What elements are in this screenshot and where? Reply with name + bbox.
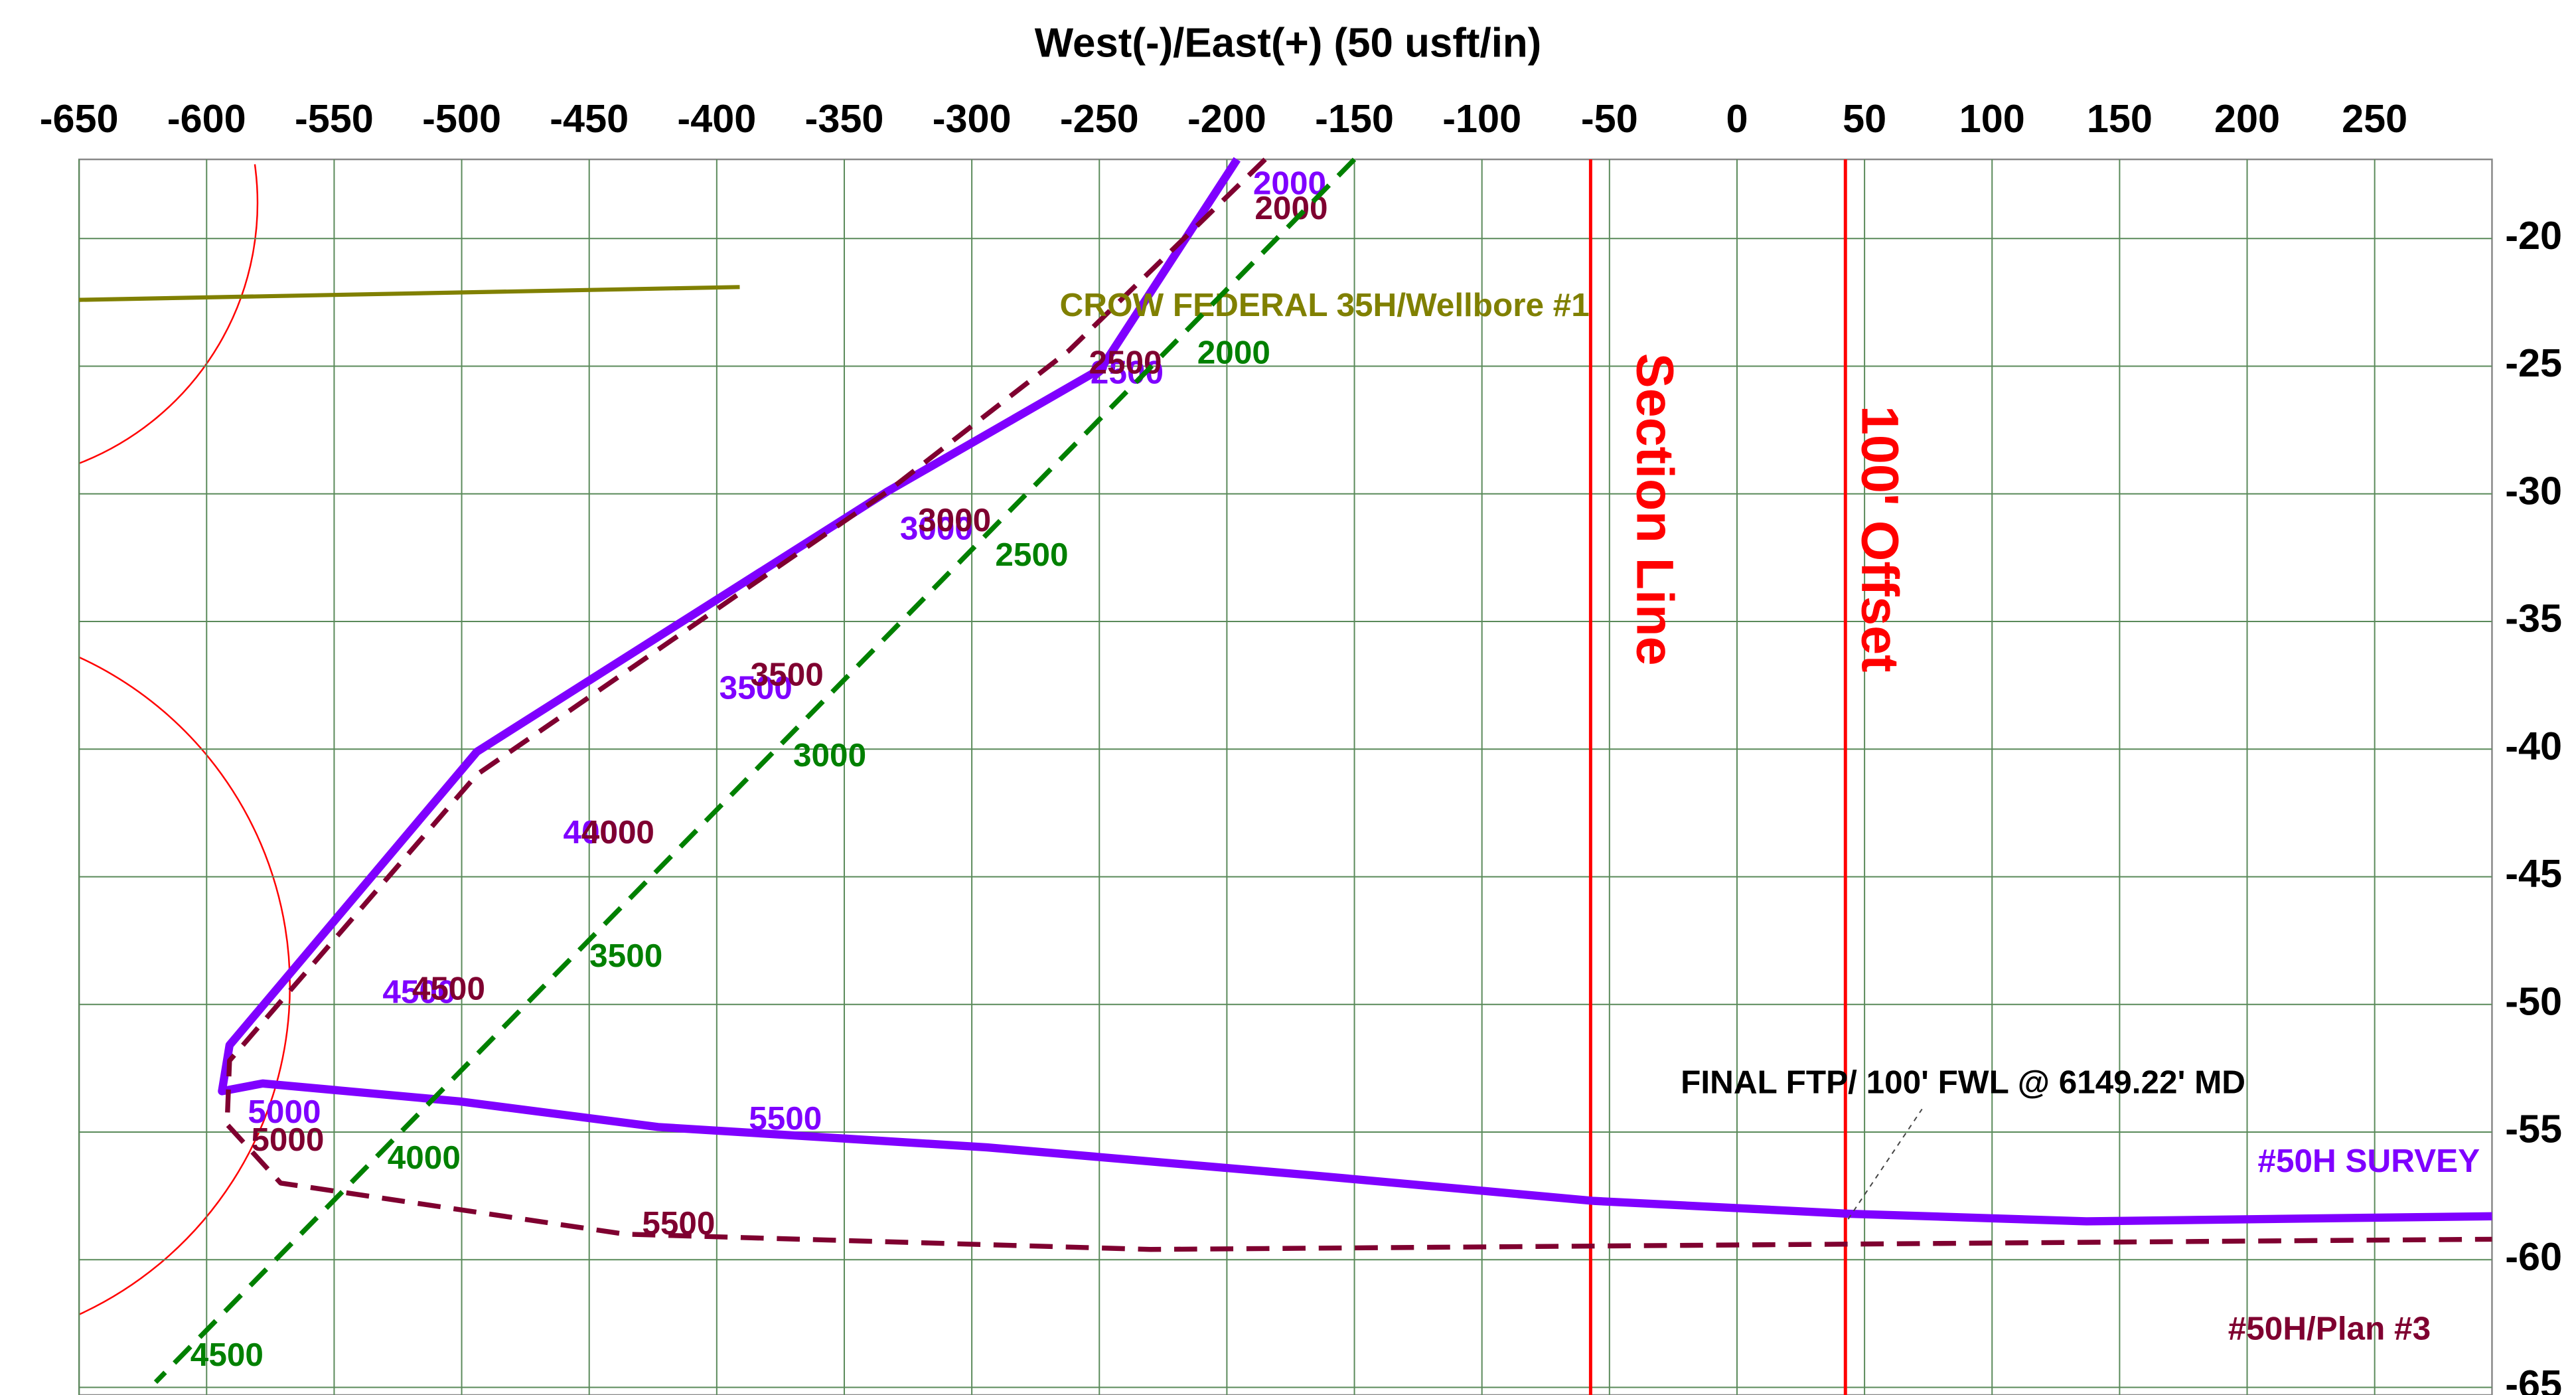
md-label: 4000 [581,814,654,851]
y-tick-label: -45 [2505,851,2562,896]
axis-title: West(-)/East(+) (50 usft/in) [1035,21,1542,66]
x-tick-label: -50 [1581,96,1638,141]
series-line [224,157,2492,1252]
md-label: 4000 [388,1139,461,1176]
md-label: 2500 [995,536,1068,573]
x-tick-label: -400 [677,96,756,141]
md-label: 3000 [793,737,866,774]
x-tick-label: -650 [40,96,119,141]
y-tick-label: -25 [2505,341,2562,385]
x-tick-label: 0 [1726,96,1748,141]
x-tick-label: 150 [2087,96,2153,141]
leader-line [1847,1108,1923,1220]
x-tick-label: 250 [2342,96,2407,141]
annotation: FINAL FTP/ 100' FWL @ 6149.22' MD [1681,1064,2245,1100]
x-tick-label: 200 [2214,96,2280,141]
md-label: 3000 [918,502,991,538]
md-label: 3500 [720,669,793,706]
series-label: #50H/Plan #3 [2228,1311,2431,1347]
md-label: 3500 [751,657,824,693]
x-tick-label: -600 [167,96,246,141]
md-label: 3000 [900,510,973,546]
x-tick-label: -150 [1315,96,1394,141]
reference-label: 100' Offset [1851,406,1910,673]
md-label: 2500 [1091,354,1164,390]
md-label: 4500 [382,973,455,1010]
y-tick-label: -55 [2505,1107,2562,1151]
md-label: 5000 [251,1121,324,1158]
md-label: 3500 [589,938,662,974]
radius-circle [78,656,291,1315]
series-line [79,285,740,302]
series-line [153,157,1357,1384]
md-label: 2500 [1089,344,1162,380]
md-label: 2000 [1197,335,1270,371]
y-tick-label: -40 [2505,724,2562,768]
y-tick-label: -65 [2505,1362,2562,1395]
x-tick-label: -350 [805,96,884,141]
md-label: 5500 [749,1100,822,1137]
series-label: CROW FEDERAL 35H/Wellbore #1 [1060,287,1590,323]
md-label: 5000 [248,1094,321,1130]
md-label: 4500 [412,970,485,1007]
y-tick-label: -60 [2505,1234,2562,1279]
x-tick-label: -200 [1187,96,1266,141]
x-tick-label: 50 [1843,96,1886,141]
x-tick-label: -500 [422,96,501,141]
x-tick-label: -450 [550,96,629,141]
series-label: #50H SURVEY [2258,1143,2480,1179]
radius-circle [78,164,259,465]
x-tick-label: -550 [295,96,374,141]
x-tick-label: -100 [1442,96,1521,141]
y-tick-label: -30 [2505,468,2562,513]
md-label: 4500 [190,1337,264,1373]
x-tick-label: -300 [933,96,1012,141]
y-tick-label: -50 [2505,979,2562,1023]
x-tick-label: 100 [1959,96,2025,141]
y-tick-label: -35 [2505,596,2562,641]
y-tick-label: -20 [2505,213,2562,258]
reference-label: Section Line [1626,353,1685,666]
md-label: 4000 [564,814,637,851]
md-label: 2000 [1253,165,1326,202]
x-tick-label: -250 [1060,96,1139,141]
series-line [218,157,2492,1226]
md-label: 5500 [642,1205,715,1242]
